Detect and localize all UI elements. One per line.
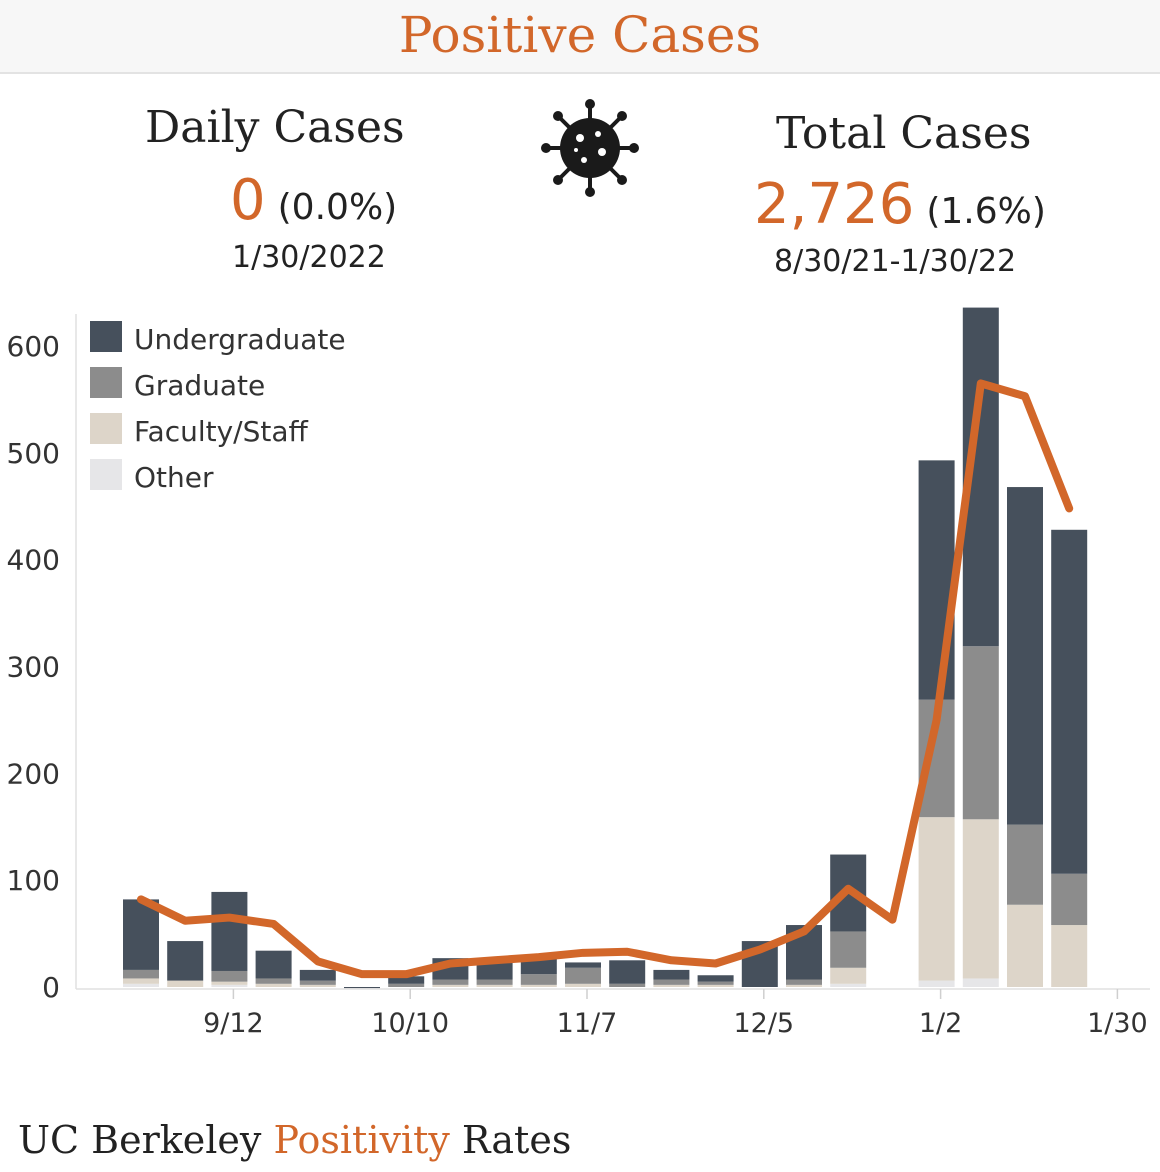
footer-title: UC Berkeley Positivity Rates (18, 1118, 571, 1162)
y-tick-label: 0 (42, 971, 60, 1004)
bar-graduate (255, 978, 292, 984)
bar-faculty-staff (653, 984, 690, 987)
bar-undergraduate (476, 961, 513, 980)
bar-faculty-staff (918, 817, 955, 981)
bar-graduate (520, 974, 557, 985)
bar-faculty-staff (962, 819, 999, 979)
bar-undergraduate (211, 891, 248, 971)
bar-graduate (299, 980, 336, 985)
bar-faculty-staff (255, 983, 292, 987)
bar-graduate (1007, 824, 1043, 905)
bar-undergraduate (167, 941, 204, 981)
legend-label: Faculty/Staff (134, 415, 309, 448)
bar-graduate (830, 931, 867, 968)
x-tick-label: 1/2 (919, 1008, 962, 1039)
bar-graduate (388, 983, 425, 987)
bar-other (211, 984, 248, 987)
bar-faculty-staff (830, 967, 867, 984)
daily-cases-percent: (0.0%) (277, 187, 398, 228)
bar-graduate (653, 979, 690, 985)
bar-other (962, 978, 999, 987)
y-tick-label: 100 (7, 864, 60, 897)
x-tick-label: 1/30 (1087, 1008, 1148, 1039)
bar-faculty-staff (565, 983, 601, 987)
average-line (137, 379, 1074, 979)
bar-graduate (123, 969, 159, 979)
legend-swatch (90, 413, 122, 444)
bar-undergraduate (918, 460, 955, 700)
bar-faculty-staff (1007, 904, 1043, 987)
bar-undergraduate (299, 969, 336, 981)
legend-label: Undergraduate (134, 323, 346, 356)
bar-undergraduate (344, 987, 380, 989)
bar-graduate (432, 979, 469, 985)
bar-undergraduate (1007, 487, 1043, 825)
legend-swatch (90, 459, 122, 490)
virus-icon (541, 99, 639, 197)
bar-faculty-staff (786, 984, 822, 987)
total-cases-label: Total Cases (776, 108, 1032, 159)
total-cases-date: 8/30/21-1/30/22 (774, 244, 1017, 279)
y-tick-label: 600 (7, 330, 60, 363)
bar-graduate (786, 979, 822, 985)
total-cases-value: 2,726 (1.6%) (754, 172, 1046, 237)
legend-swatch (90, 321, 122, 352)
bar-graduate (565, 967, 601, 984)
bar-other (918, 980, 955, 987)
daily-cases-date: 1/30/2022 (232, 240, 386, 275)
bar-graduate (211, 970, 248, 982)
bar-faculty-staff (697, 984, 734, 987)
footer-suffix: Rates (461, 1118, 572, 1162)
y-tick-label: 400 (7, 544, 60, 577)
total-cases-count: 2,726 (754, 172, 915, 237)
title-bar (0, 0, 1160, 74)
bar-faculty-staff (299, 984, 336, 987)
bar-faculty-staff (123, 978, 159, 984)
bar-undergraduate (255, 950, 292, 979)
y-tick-label: 500 (7, 437, 60, 470)
bar-other (123, 983, 159, 987)
bar-graduate (697, 981, 734, 985)
daily-cases-label: Daily Cases (145, 102, 405, 153)
bar-faculty-staff (520, 984, 557, 987)
positive-cases-chart: 0 100 200 300 400 500 600 9/12 10/10 11/7 12/5 1/2 1… (7, 307, 1150, 1039)
total-cases-percent: (1.6%) (926, 191, 1046, 232)
x-tick-label: 12/5 (733, 1008, 794, 1039)
bar-faculty-staff (476, 984, 513, 987)
bar-undergraduate (565, 962, 601, 968)
legend-label: Other (134, 461, 214, 494)
bar-faculty-staff (1051, 925, 1088, 987)
bar-undergraduate (1051, 529, 1088, 874)
daily-cases-count: 0 (230, 168, 266, 233)
footer-prefix: UC Berkeley (18, 1118, 262, 1162)
page-title: Positive Cases (398, 6, 762, 64)
bar-graduate (962, 646, 999, 820)
bar-undergraduate (123, 899, 159, 970)
bar-faculty-staff (432, 984, 469, 987)
bar-undergraduate (388, 976, 425, 984)
bar-undergraduate (653, 969, 690, 980)
footer-accent: Positivity (273, 1118, 450, 1162)
bar-undergraduate (520, 958, 557, 975)
bar-undergraduate (609, 960, 646, 984)
bar-graduate (1051, 873, 1088, 926)
y-tick-label: 300 (7, 651, 60, 684)
legend-swatch (90, 367, 122, 398)
y-tick-label: 200 (7, 757, 60, 790)
bar-other (830, 983, 867, 987)
bar-undergraduate (697, 975, 734, 982)
legend-label: Graduate (134, 369, 265, 402)
bar-graduate (476, 979, 513, 985)
x-tick-label: 9/12 (203, 1008, 264, 1039)
bar-graduate (609, 983, 646, 987)
x-tick-label: 11/7 (557, 1008, 618, 1039)
daily-cases-value: 0 (0.0%) (230, 168, 397, 233)
bar-faculty-staff (211, 981, 248, 985)
bar-faculty-staff (167, 980, 204, 987)
x-tick-label: 10/10 (371, 1008, 449, 1039)
